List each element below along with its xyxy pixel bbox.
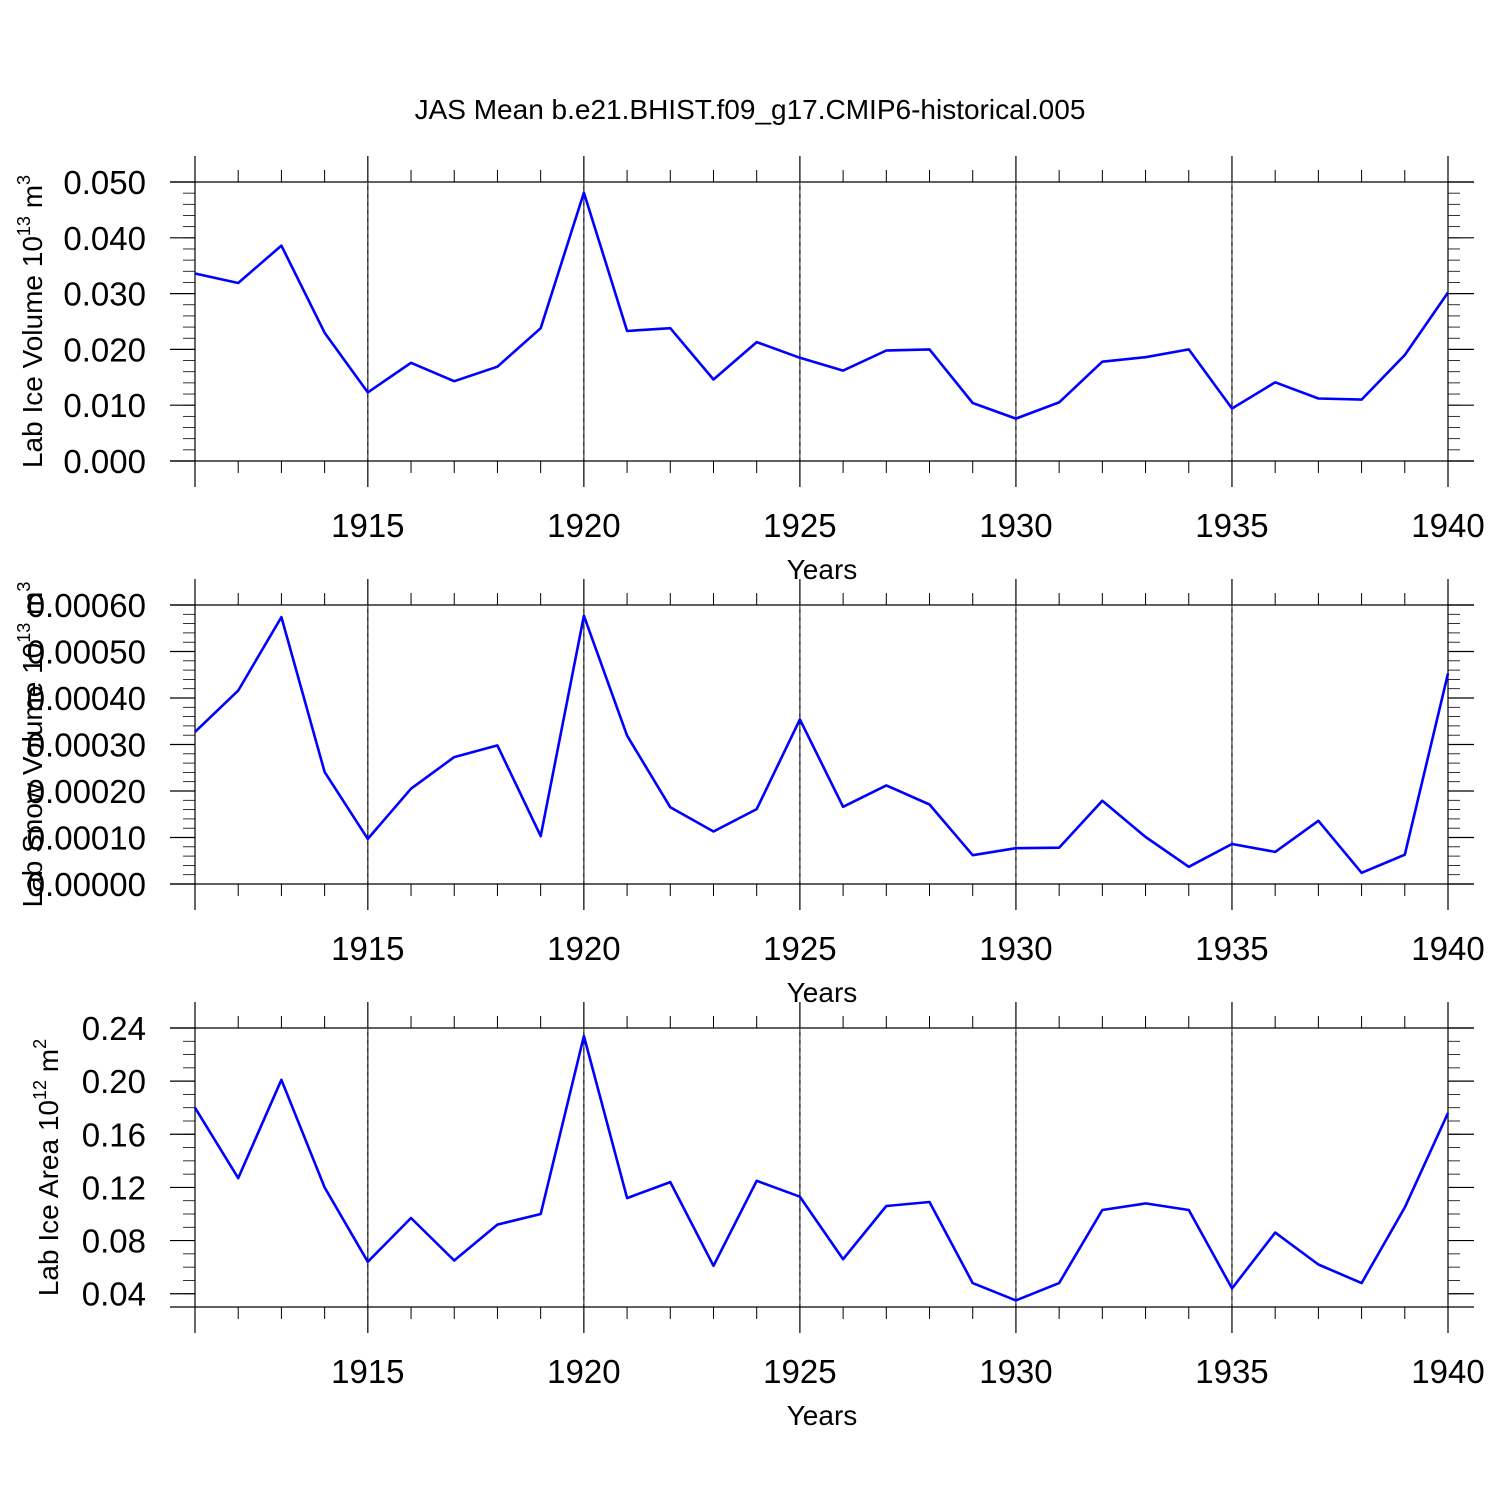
x-tick-label: 1940 bbox=[1411, 507, 1484, 544]
x-tick-label: 1930 bbox=[979, 1353, 1052, 1390]
y-tick-label: 0.00020 bbox=[27, 773, 146, 810]
y-tick-label: 0.08 bbox=[82, 1223, 146, 1260]
x-axis-label: Years bbox=[787, 977, 858, 1008]
y-tick-label: 0.030 bbox=[63, 276, 146, 313]
y-tick-label: 0.00040 bbox=[27, 680, 146, 717]
x-tick-label: 1920 bbox=[547, 1353, 620, 1390]
y-axis-label: Lab Ice Area 1012 m2 bbox=[30, 1039, 64, 1296]
series-line bbox=[194, 614, 1450, 875]
y-tick-label: 0.04 bbox=[82, 1276, 146, 1313]
x-tick-label: 1915 bbox=[331, 930, 404, 967]
x-tick-label: 1915 bbox=[331, 507, 404, 544]
y-tick-label: 0.12 bbox=[82, 1169, 146, 1206]
y-tick-label: 0.20 bbox=[82, 1063, 146, 1100]
x-tick-label: 1930 bbox=[979, 930, 1052, 967]
series-line bbox=[194, 191, 1450, 420]
y-tick-label: 0.00030 bbox=[27, 727, 146, 764]
x-tick-label: 1920 bbox=[547, 930, 620, 967]
x-tick-label: 1935 bbox=[1195, 930, 1268, 967]
y-tick-label: 0.040 bbox=[63, 220, 146, 257]
y-tick-label: 0.24 bbox=[82, 1010, 146, 1047]
x-tick-label: 1925 bbox=[763, 507, 836, 544]
x-tick-label: 1935 bbox=[1195, 1353, 1268, 1390]
x-tick-label: 1935 bbox=[1195, 507, 1268, 544]
y-axis-label: Lab Snow Volume 1013 m3 bbox=[14, 582, 48, 908]
x-axis-label: Years bbox=[787, 1400, 858, 1431]
x-tick-label: 1920 bbox=[547, 507, 620, 544]
y-tick-label: 0.050 bbox=[63, 164, 146, 201]
x-tick-label: 1925 bbox=[763, 930, 836, 967]
y-tick-label: 0.00050 bbox=[27, 634, 146, 671]
x-tick-label: 1940 bbox=[1411, 1353, 1484, 1390]
y-tick-label: 0.020 bbox=[63, 331, 146, 368]
x-tick-label: 1915 bbox=[331, 1353, 404, 1390]
y-tick-label: 0.00060 bbox=[27, 587, 146, 624]
panel-1: 1915 1920 1925 1930 1935 1940 Years 0.000 0.010 0… bbox=[14, 156, 1485, 585]
x-tick-label: 1940 bbox=[1411, 930, 1484, 967]
y-tick-label: 0.000 bbox=[63, 443, 146, 480]
x-tick-label: 1925 bbox=[763, 1353, 836, 1390]
y-tick-label: 0.00000 bbox=[27, 866, 146, 903]
x-axis-label: Years bbox=[787, 554, 858, 585]
series-line bbox=[193, 1034, 1450, 1302]
panel-2: 1915 1920 1925 1930 1935 1940 Years 0.00000 0.00… bbox=[14, 579, 1485, 1008]
x-tick-label: 1930 bbox=[979, 507, 1052, 544]
y-axis-label: Lab Ice Volume 1013 m3 bbox=[14, 175, 48, 468]
panels: 1915 1920 1925 1930 1935 1940 Years 0.000 0.010 0… bbox=[14, 156, 1485, 1431]
y-tick-label: 0.16 bbox=[82, 1116, 146, 1153]
chart-title: JAS Mean b.e21.BHIST.f09_g17.CMIP6-histo… bbox=[415, 94, 1086, 125]
y-tick-label: 0.00010 bbox=[27, 820, 146, 857]
y-tick-label: 0.010 bbox=[63, 387, 146, 424]
panel-3: 1915 1920 1925 1930 1935 1940 Years 0.04 0.08 0.1… bbox=[30, 1002, 1485, 1431]
